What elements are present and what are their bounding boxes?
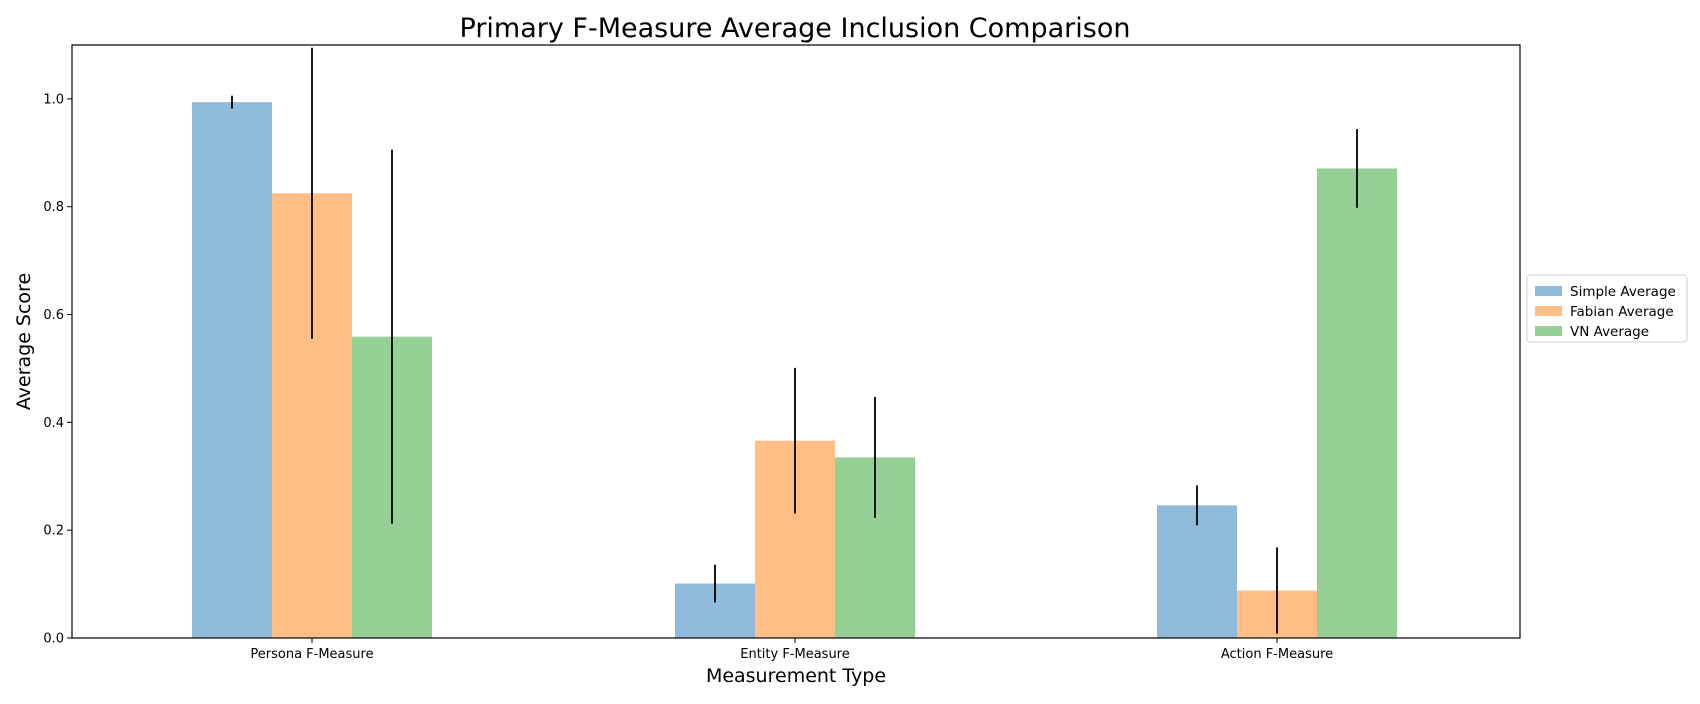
y-tick-label: 0.8 xyxy=(43,200,64,215)
legend-swatch xyxy=(1535,326,1562,336)
legend-swatch xyxy=(1535,286,1562,296)
legend-swatch xyxy=(1535,306,1562,316)
x-tick-label: Persona F-Measure xyxy=(250,647,373,662)
bar xyxy=(192,102,272,639)
bar xyxy=(1317,168,1397,638)
legend-label: Fabian Average xyxy=(1570,304,1674,320)
bar xyxy=(1157,505,1237,638)
y-tick-label: 0.2 xyxy=(43,524,64,539)
y-tick-label: 1.0 xyxy=(43,92,64,107)
x-axis-label: Measurement Type xyxy=(706,665,886,687)
chart-title: Primary F-Measure Average Inclusion Comp… xyxy=(460,13,1131,44)
y-axis: 0.0 0.2 0.4 0.6 0.8 1.0 xyxy=(43,92,72,647)
y-tick-label: 0.4 xyxy=(43,416,64,431)
x-tick-label: Entity F-Measure xyxy=(740,647,850,662)
x-tick-label: Action F-Measure xyxy=(1221,647,1333,662)
legend-label: VN Average xyxy=(1570,324,1649,340)
y-axis-label: Average Score xyxy=(13,273,35,410)
legend-label: Simple Average xyxy=(1570,284,1676,300)
legend-box xyxy=(1526,274,1688,343)
legend: Simple Average Fabian Average VN Average xyxy=(1526,274,1688,343)
plot-frame xyxy=(71,44,1521,639)
x-axis: Persona F-Measure Entity F-Measure Action … xyxy=(250,638,1333,662)
legend-items: Simple Average Fabian Average VN Average xyxy=(1535,284,1676,340)
y-tick-label: 0.0 xyxy=(43,632,64,647)
error-bars-layer xyxy=(231,47,1358,634)
y-tick-label: 0.6 xyxy=(43,308,64,323)
